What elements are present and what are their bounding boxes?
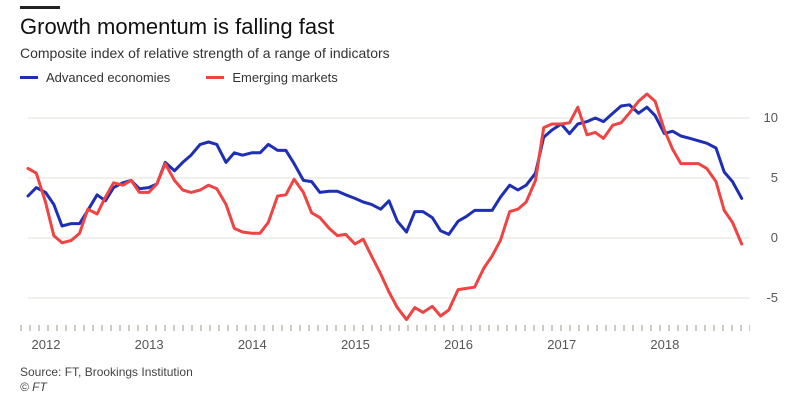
chart-legend: Advanced economies Emerging markets <box>20 70 338 85</box>
series-line-emerging <box>26 92 744 322</box>
y-tick-label: 0 <box>771 230 778 245</box>
x-tick-label: 2012 <box>32 337 61 352</box>
title-rule <box>20 6 60 9</box>
legend-label-advanced: Advanced economies <box>46 70 171 85</box>
legend-item-advanced: Advanced economies <box>20 70 170 85</box>
legend-label-emerging: Emerging markets <box>232 70 338 85</box>
source-note: Source: FT, Brookings Institution <box>20 365 193 379</box>
copyright-note: © FT <box>20 380 47 394</box>
x-tick-label: 2014 <box>238 337 267 352</box>
x-tick-label: 2013 <box>135 337 164 352</box>
x-tick-label: 2016 <box>444 337 473 352</box>
x-tick-label: 2017 <box>547 337 576 352</box>
legend-item-emerging: Emerging markets <box>206 70 338 85</box>
legend-swatch-emerging <box>206 76 225 79</box>
chart-subtitle: Composite index of relative strength of … <box>20 45 390 61</box>
y-tick-label: -5 <box>766 290 778 305</box>
legend-swatch-advanced <box>20 76 38 79</box>
y-tick-label: 5 <box>771 170 778 185</box>
x-tick-label: 2018 <box>650 337 679 352</box>
y-tick-label: 10 <box>764 110 778 125</box>
series-line-advanced <box>26 103 744 236</box>
x-tick-label: 2015 <box>341 337 370 352</box>
chart-title: Growth momentum is falling fast <box>20 14 335 39</box>
